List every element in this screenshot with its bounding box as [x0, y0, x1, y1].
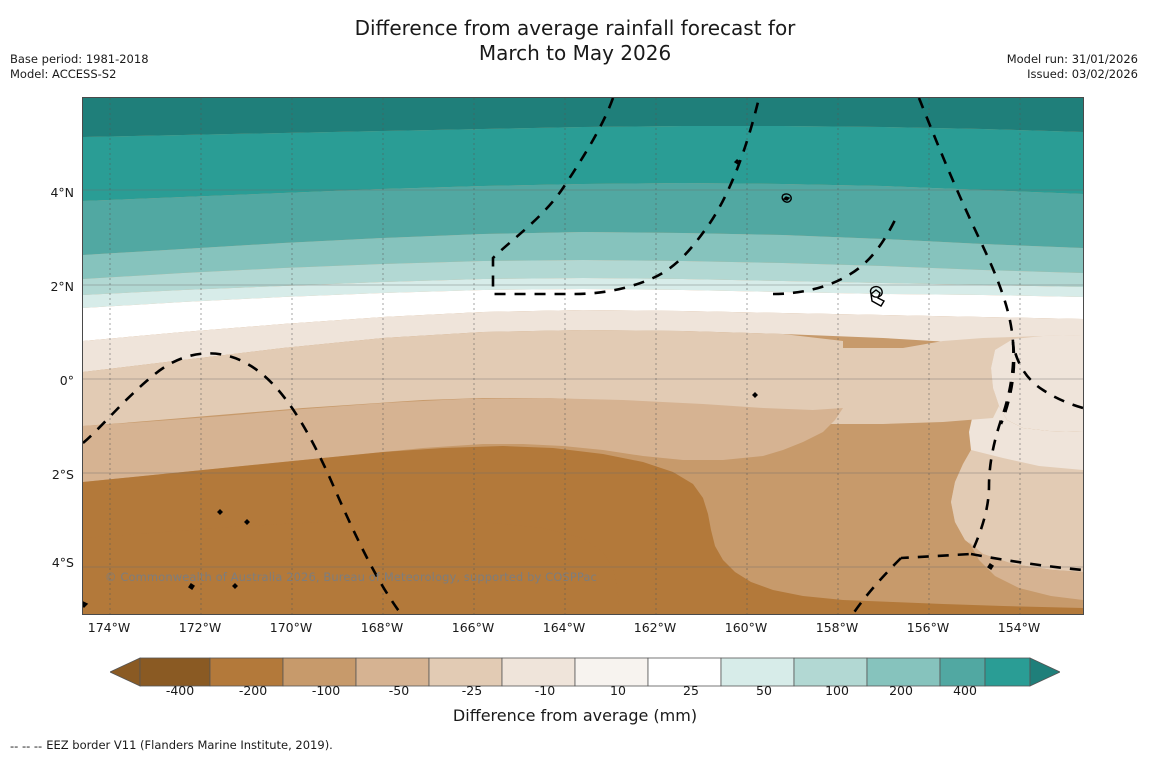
colorbar-band-13 [984, 657, 1031, 687]
eez-border-east-mid [900, 341, 1015, 560]
x-tick-174w: 174°W [87, 620, 131, 635]
x-tick-170w: 170°W [269, 620, 313, 635]
island-dot-3 [244, 519, 250, 525]
band-200-400 [83, 126, 1083, 201]
colorbar-band-8 [647, 657, 722, 687]
x-tick-160w: 160°W [724, 620, 768, 635]
colorbar-band-9 [720, 657, 795, 687]
eez-border-far-east [1011, 343, 1083, 410]
band-right-pale-lobe-2 [969, 388, 1083, 478]
cb-tick--200: -200 [238, 683, 268, 698]
colorbar-band-2 [209, 657, 284, 687]
x-tick-168w: 168°W [360, 620, 404, 635]
y-tick-2s: 2°S [51, 467, 74, 482]
band-se-light-wedge-2 [951, 450, 1083, 572]
band-gt400 [83, 98, 1083, 137]
island-nauru [781, 193, 792, 203]
metadata-right: Model run: 31/01/2026 Issued: 03/02/2026 [1007, 52, 1138, 82]
title-line-1: Difference from average rainfall forecas… [354, 16, 796, 40]
colorbar-axis-label: Difference from average (mm) [452, 706, 698, 725]
colorbar-band-5 [428, 657, 503, 687]
cb-tick-400: 400 [953, 683, 977, 698]
colorbar-swatches [109, 657, 1061, 687]
colorbar-band-1 [139, 657, 211, 687]
island-outlines [83, 159, 994, 608]
colorbar-band-11 [866, 657, 941, 687]
x-tick-162w: 162°W [633, 620, 677, 635]
cb-tick--50: -50 [388, 683, 410, 698]
y-tick-4n: 4°N [50, 185, 74, 200]
x-tick-166w: 166°W [451, 620, 495, 635]
island-dot-1 [752, 392, 758, 398]
eez-border-east-lower [999, 341, 1016, 425]
band-50-100 [83, 232, 1083, 279]
cb-tick--400: -400 [165, 683, 195, 698]
island-dot-7 [232, 583, 238, 589]
eez-footnote-text: EEZ border V11 (Flanders Marine Institut… [46, 738, 333, 752]
eez-border-lines [83, 98, 1083, 614]
colorbar-band-12 [939, 657, 986, 687]
band-neg10-10 [83, 289, 1083, 341]
island-tarawa [870, 289, 885, 307]
base-period-text: Base period: 1981-2018 [10, 52, 149, 66]
cb-tick-25: 25 [683, 683, 699, 698]
colorbar-bands [109, 657, 1061, 687]
cb-tick--10: -10 [534, 683, 556, 698]
eez-dash-sample: -- -- -- [10, 738, 43, 753]
y-tick-4s: 4°S [51, 555, 74, 570]
issued-text: Issued: 03/02/2026 [1027, 67, 1138, 81]
contour-map [83, 98, 1083, 614]
colorbar-band-7 [574, 657, 649, 687]
cb-tick--25: -25 [461, 683, 483, 698]
island-small-2 [733, 159, 742, 165]
x-tick-164w: 164°W [542, 620, 586, 635]
band-se-tan [969, 542, 1083, 600]
x-tick-156w: 156°W [906, 620, 950, 635]
y-tick-2n: 2°N [50, 279, 74, 294]
model-text: Model: ACCESS-S2 [10, 67, 117, 81]
cb-tick-10: 10 [610, 683, 626, 698]
island-dot-2 [217, 509, 223, 515]
metadata-left: Base period: 1981-2018 Model: ACCESS-S2 [10, 52, 149, 82]
island-small-1 [782, 196, 791, 201]
band-neg25-neg10 [83, 310, 1083, 372]
island-dot-6 [188, 583, 195, 590]
x-tick-158w: 158°W [815, 620, 859, 635]
eez-border-mid-south [772, 219, 897, 296]
cb-tick-50: 50 [756, 683, 772, 698]
map-gridlines [83, 98, 1083, 614]
colorbar-band-3 [282, 657, 357, 687]
colorbar-extend-low [109, 657, 141, 687]
island-dot-5 [83, 601, 89, 608]
eez-legend-footnote: -- -- -- EEZ border V11 (Flanders Marine … [10, 738, 333, 753]
band-25-50 [83, 260, 1083, 295]
band-right-pale-lobe [991, 335, 1083, 432]
x-tick-172w: 172°W [178, 620, 222, 635]
colorbar-band-6 [501, 657, 576, 687]
colorbar [109, 657, 1061, 687]
eez-border-southeast-tail [970, 552, 1083, 572]
x-tick-154w: 154°W [997, 620, 1041, 635]
colorbar-band-10 [793, 657, 868, 687]
eez-border-west-arc [83, 352, 403, 614]
colorbar-extend-high [1029, 657, 1061, 687]
eez-border-south-tail [851, 557, 902, 614]
map-plot-area [82, 97, 1084, 615]
cb-tick-200: 200 [889, 683, 913, 698]
cb-tick--100: -100 [311, 683, 341, 698]
colorbar-band-4 [355, 657, 430, 687]
island-dot-4 [987, 563, 994, 570]
title-line-2: March to May 2026 [478, 41, 672, 65]
cb-tick-100: 100 [825, 683, 849, 698]
eez-border-east-upper [917, 98, 1015, 343]
band-mid-brown-tongue [83, 398, 843, 482]
band-10-25 [83, 278, 1083, 308]
page-title: Difference from average rainfall forecas… [0, 16, 1150, 66]
y-tick-0: 0° [59, 373, 74, 388]
model-run-text: Model run: 31/01/2026 [1006, 52, 1138, 66]
